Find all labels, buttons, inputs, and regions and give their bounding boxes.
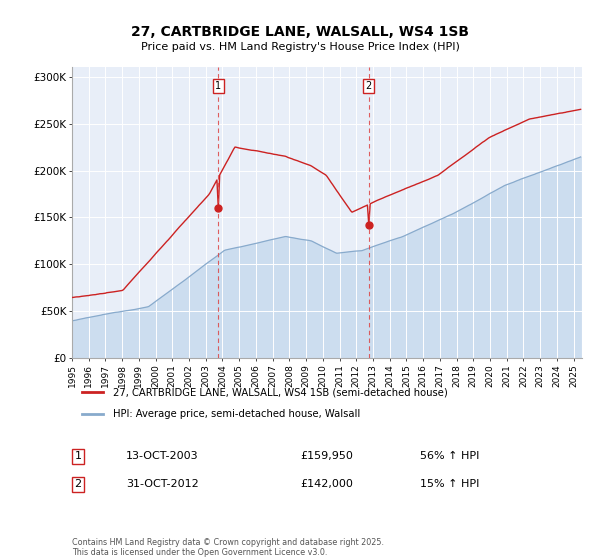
Text: 15% ↑ HPI: 15% ↑ HPI <box>420 479 479 489</box>
Text: 2: 2 <box>365 81 372 91</box>
Text: 1: 1 <box>215 81 221 91</box>
Text: 27, CARTBRIDGE LANE, WALSALL, WS4 1SB: 27, CARTBRIDGE LANE, WALSALL, WS4 1SB <box>131 25 469 39</box>
Text: Price paid vs. HM Land Registry's House Price Index (HPI): Price paid vs. HM Land Registry's House … <box>140 42 460 52</box>
Text: 27, CARTBRIDGE LANE, WALSALL, WS4 1SB (semi-detached house): 27, CARTBRIDGE LANE, WALSALL, WS4 1SB (s… <box>113 387 448 397</box>
Text: Contains HM Land Registry data © Crown copyright and database right 2025.
This d: Contains HM Land Registry data © Crown c… <box>72 538 384 557</box>
Text: £159,950: £159,950 <box>300 451 353 461</box>
Text: 2: 2 <box>74 479 82 489</box>
Text: 56% ↑ HPI: 56% ↑ HPI <box>420 451 479 461</box>
Text: £142,000: £142,000 <box>300 479 353 489</box>
Text: 13-OCT-2003: 13-OCT-2003 <box>126 451 199 461</box>
Text: 31-OCT-2012: 31-OCT-2012 <box>126 479 199 489</box>
Text: HPI: Average price, semi-detached house, Walsall: HPI: Average price, semi-detached house,… <box>113 409 360 419</box>
Text: 1: 1 <box>74 451 82 461</box>
